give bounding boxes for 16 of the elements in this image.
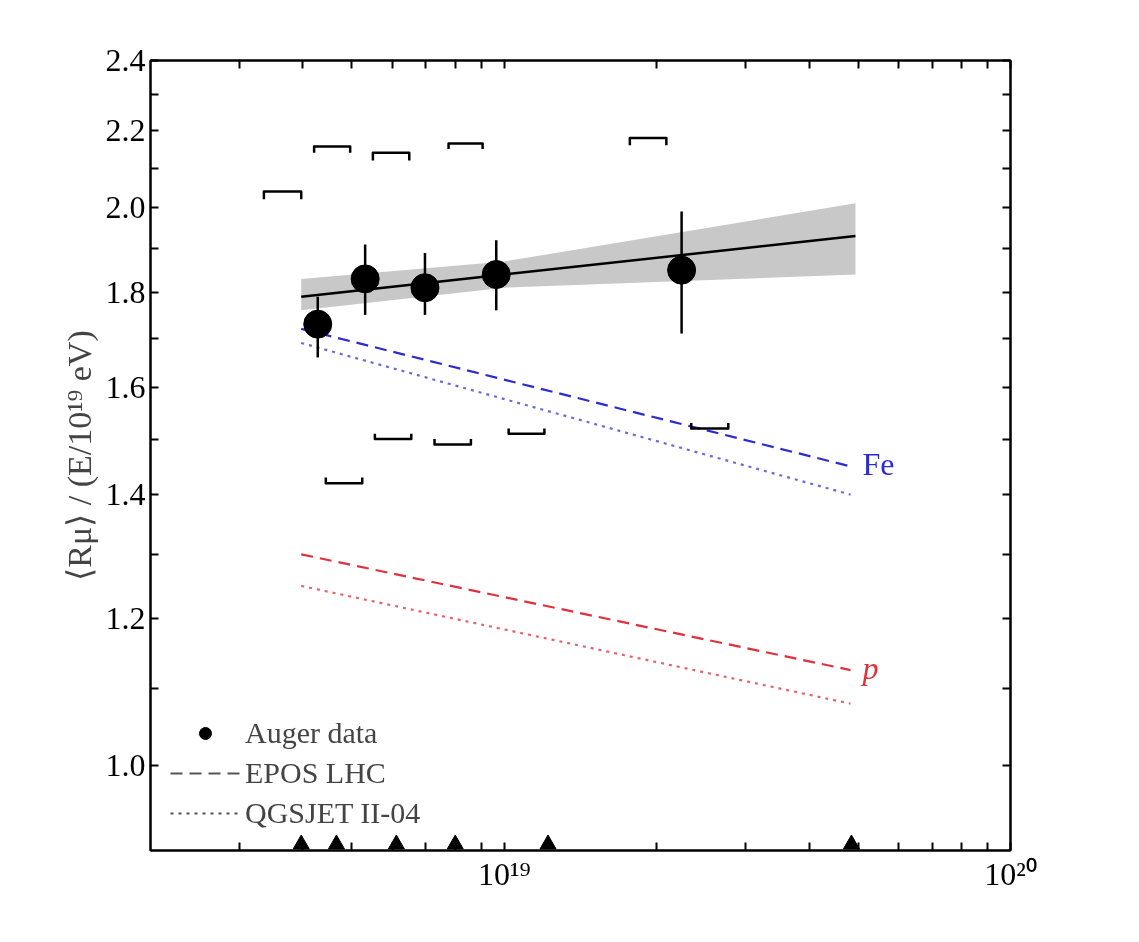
x-tick-label: 10¹⁹	[477, 855, 531, 892]
y-tick-label: 1.0	[105, 747, 146, 784]
y-tick-label: 1.2	[105, 600, 146, 637]
legend-label: Auger data	[245, 716, 378, 750]
annotation: EPOS LHC	[245, 756, 386, 790]
series-label: p	[860, 650, 879, 687]
annotation: QGSJET II-04	[245, 796, 421, 830]
y-tick-label: 2.4	[105, 42, 146, 78]
y-tick-label: 1.8	[105, 273, 146, 310]
y-tick-label: 1.4	[105, 476, 146, 513]
y-tick-label: 1.6	[105, 368, 146, 405]
series-label: Fe	[862, 446, 895, 483]
y-axis-title: ⟨Rμ⟩ / (E/10¹⁹ eV)	[60, 330, 99, 581]
y-tick-label: 2.2	[105, 112, 146, 149]
x-tick-label: 10²⁰	[984, 855, 1037, 892]
y-tick-label: 2.0	[105, 188, 146, 225]
